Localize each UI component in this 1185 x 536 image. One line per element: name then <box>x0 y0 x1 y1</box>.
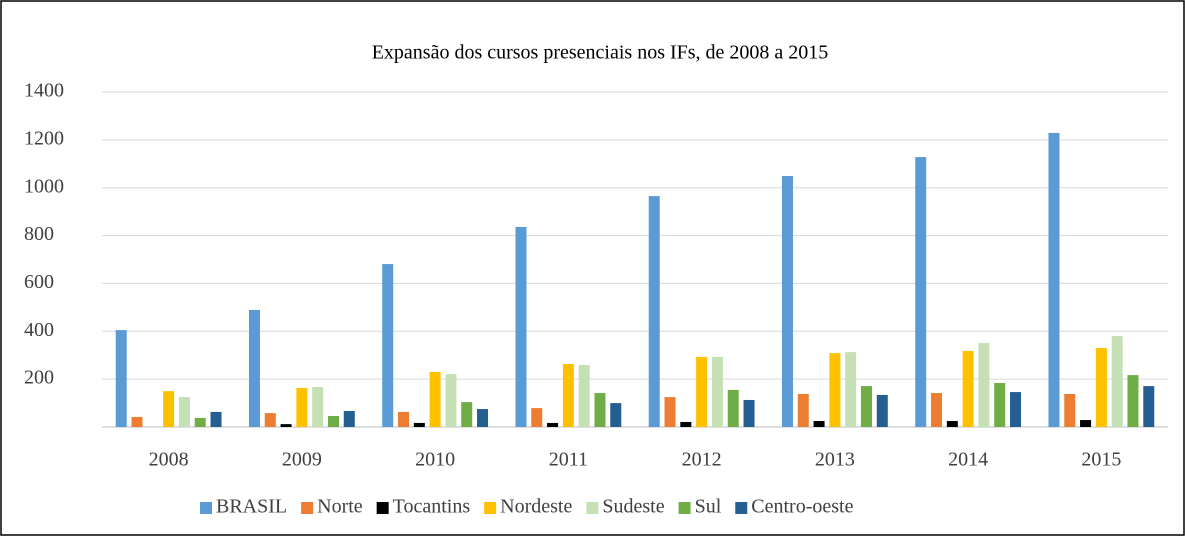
legend-swatch <box>376 502 389 514</box>
legend-label: Sul <box>695 496 722 518</box>
bar <box>1127 375 1139 427</box>
bar <box>131 416 143 427</box>
bar <box>264 413 276 427</box>
bar <box>711 356 723 427</box>
legend-swatch <box>200 502 212 514</box>
bar <box>178 397 190 427</box>
y-tick-label: 400 <box>24 319 54 341</box>
bar <box>1143 386 1155 427</box>
bar <box>876 394 888 427</box>
bar <box>946 421 958 427</box>
bar <box>813 421 825 427</box>
bar <box>1064 393 1076 427</box>
bar <box>962 350 974 427</box>
bar <box>829 353 841 427</box>
legend-label: Sudeste <box>602 496 664 518</box>
bar <box>461 402 473 427</box>
bar <box>429 371 441 427</box>
bar <box>845 352 857 427</box>
bar <box>1111 336 1123 427</box>
bar <box>343 410 355 427</box>
bar <box>664 397 676 427</box>
x-tick-label: 2009 <box>282 449 322 471</box>
bar <box>1095 348 1107 427</box>
bar <box>445 374 457 427</box>
bar <box>931 393 943 427</box>
bar <box>562 364 574 427</box>
bar <box>1080 420 1092 427</box>
y-tick-label: 1000 <box>24 175 64 197</box>
bar <box>515 226 527 427</box>
bar <box>296 387 308 427</box>
bar <box>163 391 175 427</box>
y-tick-label: 600 <box>24 271 54 293</box>
bar <box>531 408 543 427</box>
bar <box>743 399 755 427</box>
bar <box>115 330 127 427</box>
legend-swatch <box>301 502 314 514</box>
bar <box>194 417 206 427</box>
bar <box>781 175 793 427</box>
x-tick-label: 2013 <box>815 449 855 471</box>
bar <box>398 411 410 427</box>
bar <box>610 403 622 427</box>
bar <box>860 386 872 427</box>
bar <box>248 309 260 427</box>
y-tick-label: 200 <box>24 367 54 389</box>
x-tick-label: 2008 <box>149 449 189 471</box>
legend-swatch <box>735 502 748 514</box>
bar <box>578 365 590 427</box>
legend-swatch <box>586 502 599 514</box>
legend-label: BRASIL <box>216 496 287 518</box>
bar <box>327 415 339 427</box>
bar <box>978 343 990 427</box>
bar <box>210 411 222 427</box>
y-tick-label: 1200 <box>24 127 64 149</box>
bar <box>648 196 660 427</box>
x-tick-label: 2010 <box>415 449 455 471</box>
bar <box>413 422 425 427</box>
legend-swatch <box>678 502 691 514</box>
bar <box>680 421 692 427</box>
x-tick-label: 2015 <box>1081 449 1121 471</box>
y-tick-label: 1400 <box>24 80 64 102</box>
bar <box>547 422 559 427</box>
bar <box>696 356 708 427</box>
bar <box>1048 132 1060 428</box>
x-tick-label: 2011 <box>549 449 588 471</box>
legend-label: Norte <box>317 496 363 518</box>
bar <box>280 424 292 427</box>
bar <box>1010 392 1022 427</box>
bar <box>994 382 1006 427</box>
x-tick-label: 2012 <box>682 449 722 471</box>
bar <box>382 264 394 427</box>
legend-swatch <box>484 502 497 514</box>
bar <box>915 157 927 428</box>
legend-label: Tocantins <box>393 496 471 518</box>
y-tick-label: 800 <box>24 223 54 245</box>
legend-label: Centro-oeste <box>751 496 853 518</box>
bar <box>797 393 809 427</box>
legend-label: Nordeste <box>500 496 572 518</box>
chart-title: Expansão dos cursos presenciais nos IFs,… <box>372 42 829 64</box>
bar <box>477 409 489 427</box>
x-tick-label: 2014 <box>948 449 988 471</box>
bar <box>727 389 739 427</box>
bar <box>594 393 606 427</box>
bar <box>312 387 324 427</box>
